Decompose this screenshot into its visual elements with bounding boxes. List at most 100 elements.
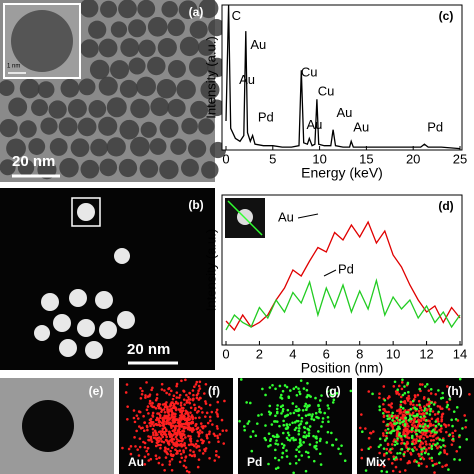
signal-dot [182,406,185,410]
signal-dot [289,412,292,415]
signal-dot [280,455,284,459]
nanoparticle [128,19,147,38]
signal-dot [300,416,304,420]
nanoparticle [80,159,100,179]
nanoparticle [99,158,118,177]
signal-dot [418,412,421,415]
nanoparticle [161,0,178,18]
signal-dot [174,448,177,451]
signal-dot [185,411,188,415]
signal-dot [188,418,192,421]
signal-dot [146,395,150,398]
signal-dot [310,415,314,418]
nanoparticle [106,137,126,157]
signal-dot [439,446,443,449]
signal-dot [446,385,449,388]
signal-dot [163,410,167,414]
signal-dot [215,450,218,453]
signal-dot [148,399,152,403]
signal-dot [405,428,409,432]
signal-dot [191,398,195,402]
nanoparticle [77,319,95,337]
signal-dot [406,397,410,401]
signal-dot [382,447,386,450]
signal-dot [306,451,310,455]
peak-label: Au [239,72,255,87]
signal-dot [216,434,219,438]
signal-dot [126,405,129,408]
signal-dot [207,440,211,444]
signal-dot [162,440,166,444]
signal-dot [142,440,145,444]
signal-dot [400,435,403,438]
signal-dot [315,441,319,444]
x-tick-label: 8 [356,346,363,361]
signal-dot [174,400,178,404]
signal-dot [425,383,429,386]
signal-dot [412,438,416,441]
signal-dot [418,406,422,410]
signal-dot [304,414,308,417]
signal-dot [201,441,204,445]
signal-dot [276,443,280,446]
signal-dot [124,391,128,394]
panel-label: (b) [188,198,203,212]
element-label: Mix [366,455,386,469]
nanoparticle [119,119,140,140]
signal-dot [396,452,399,455]
signal-dot [396,442,399,445]
signal-dot [395,416,399,420]
nanoparticle [136,76,156,97]
signal-dot [367,447,371,451]
signal-dot [291,421,294,425]
signal-dot [385,447,389,451]
nanoparticle [48,100,67,119]
signal-dot [204,415,207,418]
signal-dot [195,396,199,400]
signal-dot [385,451,388,455]
signal-dot [172,394,176,398]
signal-dot [139,386,142,390]
signal-dot [180,444,183,448]
signal-dot [387,457,391,461]
signal-dot [162,408,166,411]
signal-dot [243,428,246,432]
signal-dot [448,433,452,436]
signal-dot [189,427,193,430]
signal-dot [217,440,220,444]
signal-dot [399,458,403,461]
signal-dot [390,423,394,426]
nanoparticle [58,117,78,137]
signal-dot [394,440,397,443]
signal-dot [418,422,421,426]
signal-dot [453,429,457,433]
signal-dot [193,403,196,407]
signal-dot [188,391,191,395]
signal-dot [397,384,401,388]
signal-dot [430,459,434,463]
signal-dot [286,438,290,442]
signal-dot [293,428,297,432]
signal-dot [160,388,164,391]
signal-dot [394,456,398,459]
signal-dot [225,429,228,432]
nanoparticle [147,56,166,76]
signal-dot [189,437,193,441]
signal-dot [136,448,139,451]
signal-dot [151,431,155,435]
signal-dot [255,422,259,425]
signal-dot [297,458,301,462]
signal-dot [413,424,417,427]
signal-dot [125,383,129,386]
signal-dot [381,432,385,435]
signal-dot [267,445,270,448]
nanoparticle [17,159,35,176]
signal-dot [397,393,401,396]
signal-dot [302,435,306,438]
peak-label: Au [336,105,352,120]
signal-dot [434,420,438,423]
nanoparticle [34,325,50,341]
signal-dot [285,449,288,452]
signal-dot [415,439,418,442]
signal-dot [174,408,178,412]
